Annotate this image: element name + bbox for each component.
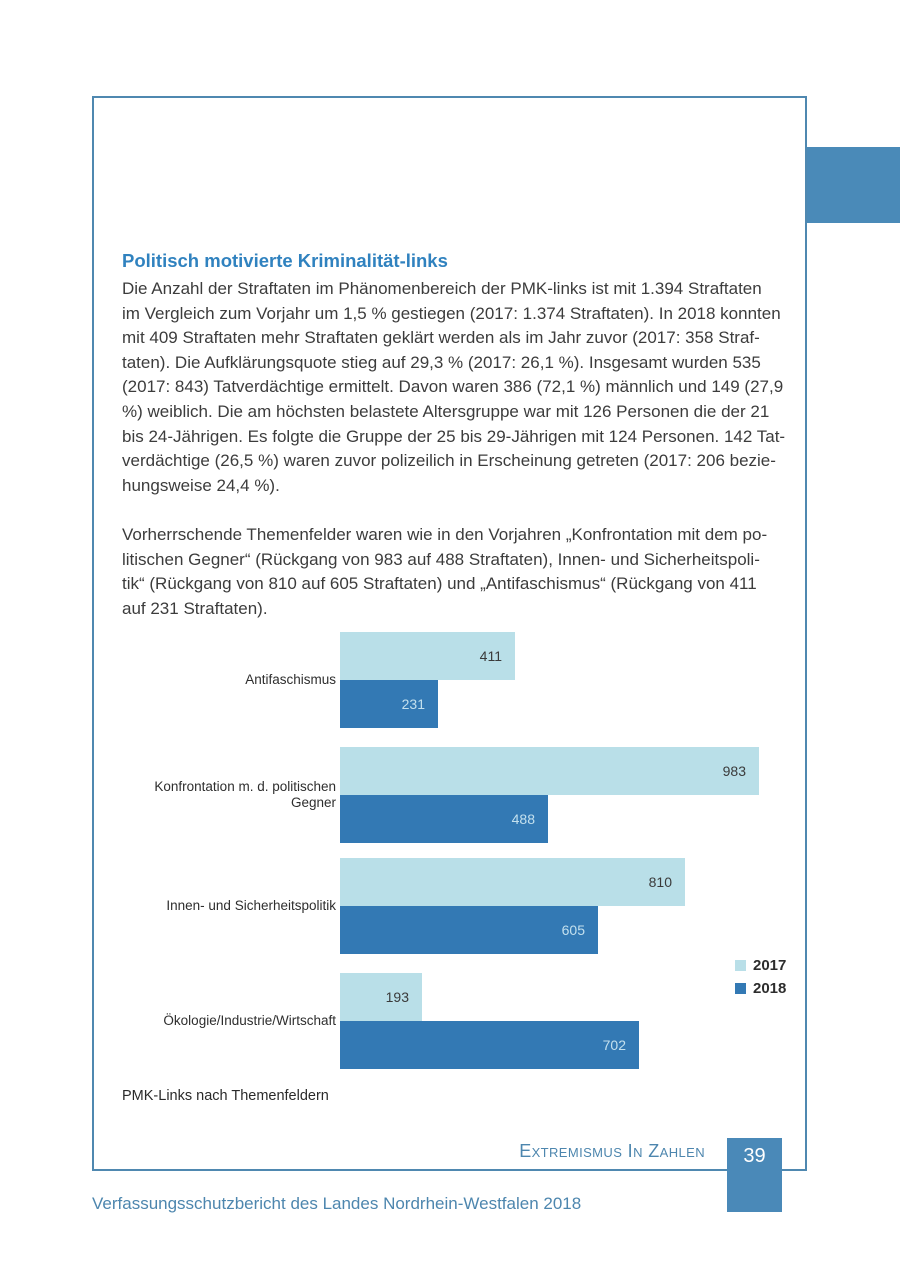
running-footer: Extremismus In Zahlen	[519, 1141, 705, 1161]
bar-group: 983 488	[340, 747, 759, 843]
chart-caption: PMK-Links nach Themenfeldern	[122, 1088, 329, 1104]
report-title-footer: Verfassungsschutzbericht des Landes Nord…	[92, 1194, 582, 1213]
chart-row: Antifaschismus 411 231	[122, 632, 515, 728]
bar-value-label: 193	[385, 989, 409, 1005]
bar-value-label: 983	[722, 763, 746, 779]
bar-2017: 193	[340, 973, 422, 1021]
chart-category-label: Konfrontation m. d. politischen Gegner	[154, 779, 336, 810]
bar-2018: 488	[340, 795, 548, 843]
legend-label-2017: 2017	[753, 957, 787, 974]
page-edge-tab	[807, 147, 900, 223]
body-paragraph-2: Vorherrschende Themenfelder waren wie in…	[122, 525, 768, 618]
body-paragraph-1: Die Anzahl der Straftaten im Phänomenber…	[122, 279, 786, 495]
bar-2017: 983	[340, 747, 759, 795]
chart-row: Ökologie/Industrie/Wirtschaft 193 702	[122, 973, 639, 1069]
bar-value-label: 810	[648, 874, 672, 890]
legend-swatch-2018	[735, 983, 746, 994]
chart-row: Innen- und Sicherheitspolitik 810 605	[122, 858, 685, 954]
chart-category-label: Ökologie/Industrie/Wirtschaft	[163, 1013, 336, 1028]
section-heading: Politisch motivierte Kriminalität-links	[122, 250, 448, 271]
legend-swatch-2017	[735, 960, 746, 971]
legend-item-2018: 2018	[735, 980, 786, 997]
chart-category-label: Innen- und Sicherheitspolitik	[166, 898, 336, 913]
chart-row: Konfrontation m. d. politischen Gegner 98…	[122, 747, 759, 843]
bar-group: 193 702	[340, 973, 639, 1069]
chart-legend: 2017 2018	[735, 957, 786, 1003]
bar-value-label: 488	[511, 811, 535, 827]
bar-2017: 810	[340, 858, 685, 906]
bar-value-label: 605	[561, 922, 585, 938]
legend-item-2017: 2017	[735, 957, 786, 974]
bar-group: 810 605	[340, 858, 685, 954]
bar-2017: 411	[340, 632, 515, 680]
bar-value-label: 411	[479, 648, 502, 664]
bar-value-label: 231	[401, 696, 425, 712]
bar-chart: Antifaschismus 411 231 Konfrontation m. d. …	[122, 632, 792, 1077]
legend-label-2018: 2018	[753, 980, 787, 997]
bar-group: 411 231	[340, 632, 515, 728]
bar-2018: 702	[340, 1021, 639, 1069]
page-number-badge: 39	[727, 1138, 782, 1212]
bar-2018: 231	[340, 680, 438, 728]
bar-value-label: 702	[602, 1037, 626, 1053]
chart-category-label: Antifaschismus	[245, 672, 336, 687]
bar-2018: 605	[340, 906, 598, 954]
